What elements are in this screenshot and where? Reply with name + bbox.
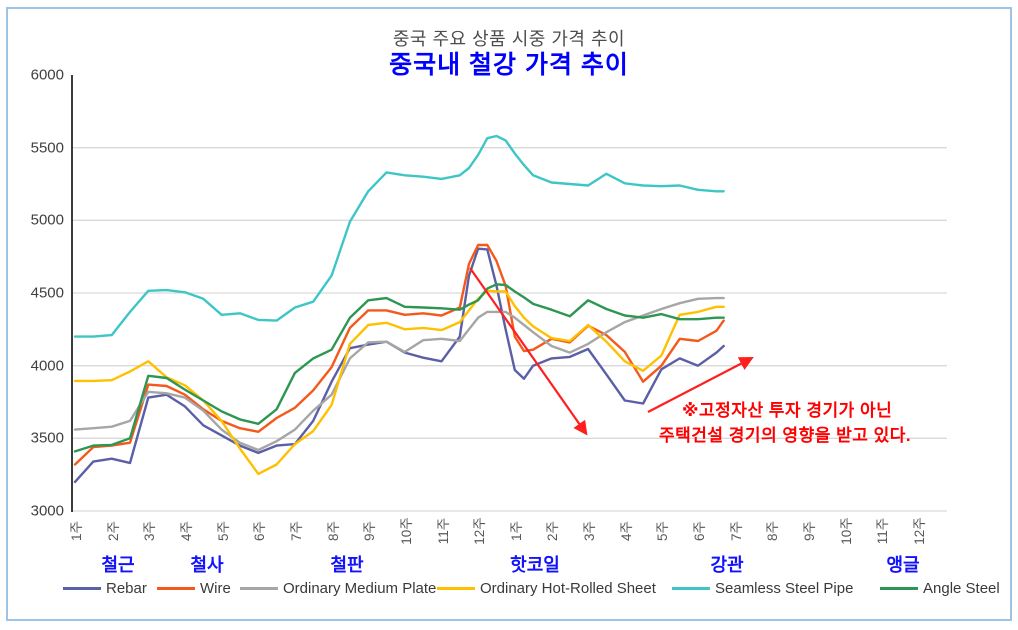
- legend-swatch: [157, 587, 195, 590]
- x-tick-label: 2주: [545, 521, 561, 541]
- category-label-철근: 철근: [101, 555, 135, 575]
- legend-label: Angle Steel: [923, 580, 1000, 597]
- x-tick-label: 4주: [178, 521, 194, 541]
- red-arrow-1: [469, 267, 588, 436]
- y-tick-label: 4500: [30, 284, 64, 302]
- x-tick-label: 5주: [655, 521, 671, 541]
- x-tick-label: 7주: [288, 521, 304, 541]
- legend-item-ordinary-hot-rolled-sheet: Ordinary Hot-Rolled Sheet: [437, 580, 656, 597]
- category-label-강관: 강관: [710, 555, 744, 575]
- x-tick-label: 8주: [765, 521, 781, 541]
- legend-item-angle-steel: Angle Steel: [880, 580, 1000, 597]
- y-tick-label: 5000: [30, 211, 64, 229]
- x-tick-label: 6주: [252, 521, 268, 541]
- x-tick-label: 7주: [728, 521, 744, 541]
- red-arrow-2: [647, 357, 754, 413]
- y-tick-label: 3500: [30, 429, 64, 447]
- category-label-철사: 철사: [190, 555, 224, 575]
- series-line-wire: [73, 243, 725, 466]
- x-tick-label: 12주: [911, 517, 927, 545]
- annotation-line-1: ※고정자산 투자 경기가 아닌: [682, 401, 893, 420]
- legend-swatch: [240, 587, 278, 590]
- legend-label: Ordinary Medium Plate: [283, 580, 437, 597]
- series-line-ordinary-hot-rolled-sheet: [73, 289, 725, 476]
- x-tick-label: 10주: [398, 517, 414, 545]
- legend-swatch: [63, 587, 101, 590]
- x-tick-label: 11주: [435, 517, 451, 545]
- legend-label: Wire: [200, 580, 231, 597]
- series-line-ordinary-medium-plate: [73, 296, 725, 452]
- annotation-line-2: 주택건설 경기의 영향을 받고 있다.: [659, 426, 912, 445]
- x-tick-label: 1주: [69, 521, 84, 541]
- x-tick-label: 11주: [875, 517, 891, 545]
- legend-item-rebar: Rebar: [63, 580, 147, 597]
- legend-swatch: [880, 587, 918, 590]
- category-label-핫코일: 핫코일: [510, 555, 560, 575]
- x-tick-label: 9주: [362, 521, 378, 541]
- x-tick-label: 5주: [215, 521, 231, 541]
- x-tick-label: 6주: [692, 521, 708, 541]
- x-tick-label: 2주: [105, 521, 121, 541]
- x-tick-label: 12주: [472, 517, 488, 545]
- y-tick-label: 5500: [30, 139, 64, 157]
- y-tick-label: 4000: [30, 357, 64, 375]
- x-tick-label: 3주: [582, 521, 598, 541]
- chart-title: 중국내 철강 가격 추이: [389, 51, 629, 79]
- category-label-철판: 철판: [330, 555, 364, 575]
- x-tick-label: 1주: [508, 521, 524, 541]
- legend-item-wire: Wire: [157, 580, 231, 597]
- legend-label: Ordinary Hot-Rolled Sheet: [480, 580, 656, 597]
- x-tick-label: 3주: [142, 521, 158, 541]
- legend-item-ordinary-medium-plate: Ordinary Medium Plate: [240, 580, 436, 597]
- legend-label: Rebar: [106, 580, 147, 597]
- x-tick-label: 9주: [802, 521, 817, 541]
- legend-label: Seamless Steel Pipe: [715, 580, 854, 597]
- y-tick-label: 3000: [30, 502, 64, 520]
- x-tick-label: 10주: [838, 517, 854, 545]
- series-line-rebar: [73, 247, 725, 484]
- category-label-앵글: 앵글: [886, 555, 920, 575]
- y-tick-label: 6000: [30, 66, 64, 84]
- legend-item-seamless-steel-pipe: Seamless Steel Pipe: [672, 580, 853, 597]
- x-tick-label: 4주: [618, 521, 634, 541]
- legend-swatch: [672, 587, 710, 590]
- series-line-seamless-steel-pipe: [73, 134, 725, 338]
- series-line-angle-steel: [73, 283, 725, 453]
- x-tick-label: 8주: [325, 521, 341, 541]
- chart-subtitle: 중국 주요 상품 시중 가격 추이: [392, 29, 626, 49]
- legend-swatch: [437, 587, 475, 590]
